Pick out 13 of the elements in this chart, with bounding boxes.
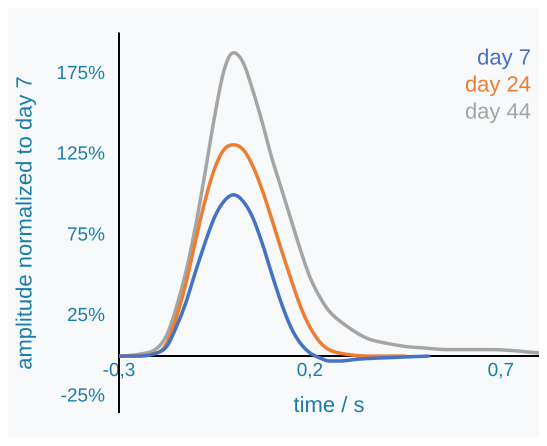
- y-tick-label: 75%: [66, 224, 106, 246]
- y-tick-label: 125%: [56, 144, 106, 165]
- text: day 7: [477, 44, 531, 70]
- y-tick-label: -25%: [60, 386, 106, 407]
- x-tick-label: 0,2: [296, 360, 324, 381]
- x-tick-label: 0,7: [488, 360, 514, 381]
- line-series: [118, 193, 430, 363]
- y-axis-title: amplitude normalized to day 7: [11, 76, 36, 370]
- y-tick-label: 175%: [56, 62, 106, 84]
- x-axis-title: time / s: [294, 392, 364, 418]
- text: day 24: [464, 71, 531, 96]
- y-tick-label: 25%: [66, 305, 106, 326]
- text: day 44: [464, 98, 531, 124]
